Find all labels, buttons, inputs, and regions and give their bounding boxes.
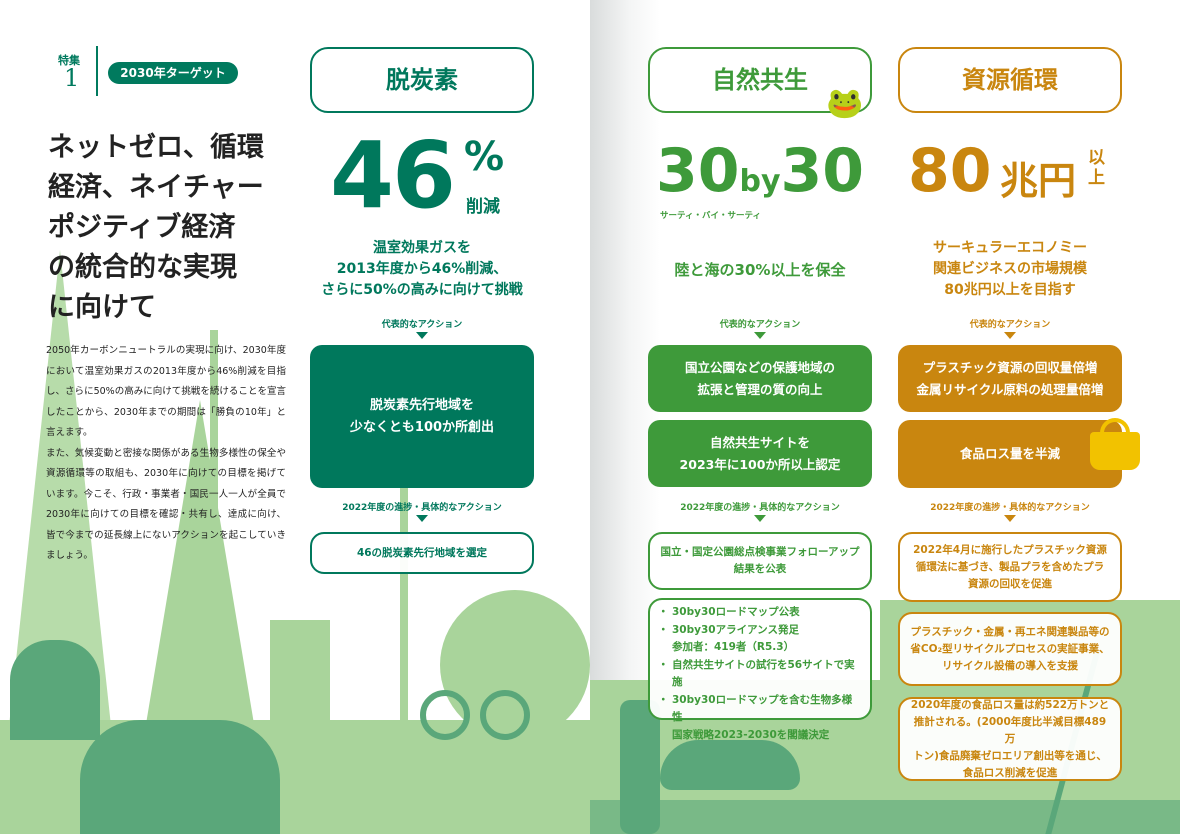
nature-description: 陸と海の30%以上を保全: [674, 261, 846, 279]
desc-line: 温室効果ガスを: [373, 240, 471, 256]
suffix-char: 以: [1088, 148, 1105, 168]
nature-progress-list: 30by30ロードマップ公表 30by30アライアンス発足 参加者：419者（R…: [648, 598, 872, 741]
decarbon-unit: %: [464, 134, 505, 180]
actions-label: 代表的なアクション: [381, 320, 463, 330]
frog-icon: 🐸: [826, 86, 864, 121]
decarbon-unit-label: 削減: [466, 197, 500, 217]
suffix-char: 上: [1088, 168, 1105, 188]
desc-line: 関連ビジネスの市場規模: [933, 261, 1087, 277]
nature-action: 国立公園などの保護地域の 拡張と管理の質の向上: [648, 345, 872, 412]
list-item: 30by30ロードマップ公表: [658, 604, 800, 622]
resource-figure: 80: [908, 136, 992, 206]
actions-label: 代表的なアクション: [719, 320, 801, 330]
resource-progress: 2022年4月に施行したプラスチック資源 循環法に基づき、製品プラを含めたプラ …: [898, 532, 1122, 602]
desc-line: 80兆円以上を目指す: [944, 282, 1076, 298]
progress-label: 2022年度の進捗・具体的なアクション: [680, 503, 840, 513]
arrow-down-icon: [754, 332, 766, 339]
resource-progress: プラスチック・金属・再エネ関連製品等の 省CO₂型リサイクルプロセスの実証事業、…: [898, 612, 1122, 686]
basket-icon: [1090, 418, 1140, 470]
decarbon-description: 温室効果ガスを 2013年度から46%削減、 さらに50%の高みに向けて挑戦: [302, 238, 542, 301]
desc-line: 2013年度から46%削減、: [336, 261, 508, 277]
progress-label: 2022年度の進捗・具体的なアクション: [342, 503, 502, 513]
feature-label: 特集: [58, 54, 80, 67]
desc-line: サーキュラーエコノミー: [933, 240, 1087, 256]
decarbon-progress: 46の脱炭素先行地域を選定: [310, 532, 534, 574]
decarbon-header: 脱炭素: [310, 47, 534, 113]
desc-line: さらに50%の高みに向けて挑戦: [321, 282, 523, 298]
nature-progress: 国立・国定公園総点検事業フォローアップ 結果を公表: [648, 532, 872, 590]
target-pill: 2030年ターゲット: [108, 62, 238, 84]
actions-label: 代表的なアクション: [969, 320, 1051, 330]
list-item: 自然共生サイトの試行を56サイトで実施: [658, 657, 860, 692]
page-title: ネットゼロ、循環 経済、ネイチャー ポジティブ経済 の統合的な実現 に向けて: [48, 128, 288, 328]
title-line: ポジティブ経済: [48, 212, 236, 243]
intro-paragraph: 2050年カーボンニュートラルの実現に向け、2030年度において温室効果ガスの2…: [46, 345, 286, 561]
nature-reading: サーティ・バイ・サーティ: [660, 211, 761, 221]
title-line: の統合的な実現: [48, 252, 237, 283]
resource-unit: 兆円: [1000, 159, 1077, 203]
figure-part: 30: [780, 136, 865, 206]
figure-by: by: [739, 164, 781, 199]
resource-description: サーキュラーエコノミー 関連ビジネスの市場規模 80兆円以上を目指す: [890, 238, 1130, 301]
title-line: ネットゼロ、循環: [48, 132, 264, 163]
nature-action: 自然共生サイトを 2023年に100か所以上認定: [648, 420, 872, 487]
figure-part: 30: [656, 136, 740, 206]
divider: [96, 46, 98, 96]
resource-action: プラスチック資源の回収量倍増 金属リサイクル原料の処理量倍増: [898, 345, 1122, 412]
arrow-down-icon: [1004, 515, 1016, 522]
right-page: 自然共生 🐸 30by30 サーティ・バイ・サーティ 陸と海の30%以上を保全 …: [590, 0, 1180, 834]
decarbon-action: 脱炭素先行地域を 少なくとも100か所創出: [310, 345, 534, 488]
resource-progress: 2020年度の食品ロス量は約522万トンと 推計される。(2000年度比半減目標…: [898, 697, 1122, 781]
nature-figure: 30by30: [656, 136, 864, 206]
resource-action: 食品ロス量を半減: [898, 420, 1122, 488]
arrow-down-icon: [416, 332, 428, 339]
feature-number: 1: [64, 64, 80, 92]
left-page: 特集 1 2030年ターゲット ネットゼロ、循環 経済、ネイチャー ポジティブ経…: [0, 46, 590, 834]
list-item: 30by30ロードマップを含む生物多様性 国家戦略2023-2030を閣議決定: [658, 692, 860, 745]
progress-label: 2022年度の進捗・具体的なアクション: [930, 503, 1090, 513]
resource-unit-suffix: 以 上: [1088, 148, 1105, 188]
decarbon-figure: 46: [330, 122, 456, 229]
arrow-down-icon: [754, 515, 766, 522]
resource-header: 資源循環: [898, 47, 1122, 113]
arrow-down-icon: [416, 515, 428, 522]
list-item: 30by30アライアンス発足 参加者：419者（R5.3）: [658, 622, 799, 657]
nature-header: 自然共生: [648, 47, 872, 113]
arrow-down-icon: [1004, 332, 1016, 339]
title-line: 経済、ネイチャー: [48, 172, 264, 203]
title-line: に向けて: [48, 292, 156, 323]
